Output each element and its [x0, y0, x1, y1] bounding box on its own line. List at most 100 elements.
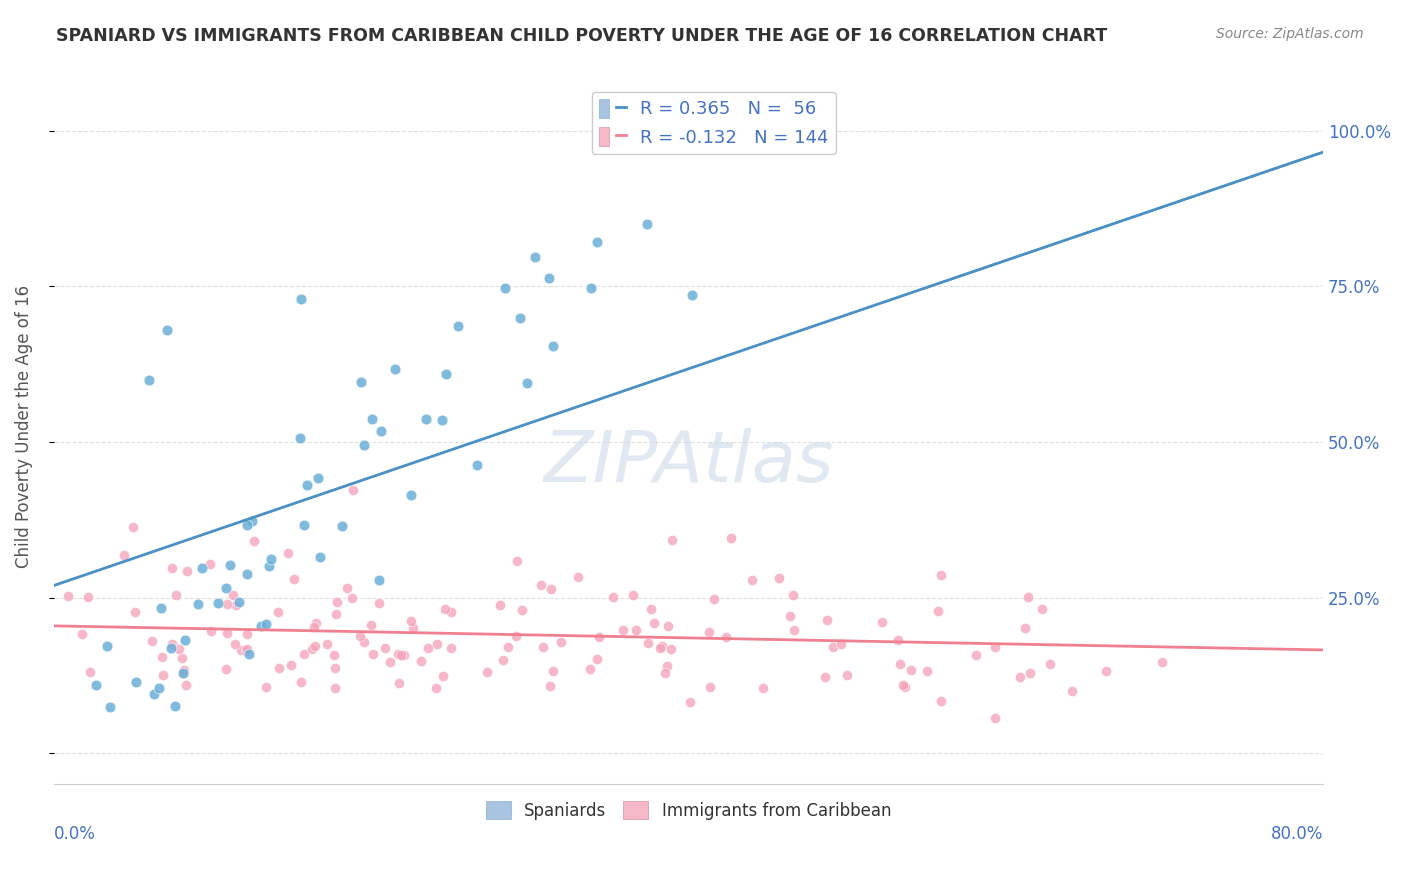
Immigrants from Caribbean	[152, 668, 174, 682]
Immigrants from Caribbean	[602, 590, 624, 604]
Spaniards	[350, 375, 373, 389]
Immigrants from Caribbean	[679, 696, 702, 710]
Immigrants from Caribbean	[965, 648, 987, 662]
Immigrants from Caribbean	[235, 643, 257, 657]
Spaniards	[215, 581, 238, 595]
Immigrants from Caribbean	[121, 520, 143, 534]
Immigrants from Caribbean	[267, 661, 290, 675]
Immigrants from Caribbean	[409, 655, 432, 669]
Immigrants from Caribbean	[167, 642, 190, 657]
Spaniards	[509, 310, 531, 325]
Immigrants from Caribbean	[283, 572, 305, 586]
Spaniards	[148, 681, 170, 695]
Immigrants from Caribbean	[374, 641, 396, 656]
Immigrants from Caribbean	[267, 605, 290, 619]
Immigrants from Caribbean	[586, 652, 609, 666]
Immigrants from Caribbean	[768, 571, 790, 585]
Immigrants from Caribbean	[418, 640, 440, 655]
Spaniards	[163, 699, 186, 714]
Immigrants from Caribbean	[353, 635, 375, 649]
Immigrants from Caribbean	[782, 588, 804, 602]
Immigrants from Caribbean	[531, 640, 554, 655]
Immigrants from Caribbean	[489, 599, 512, 613]
Spaniards	[207, 596, 229, 610]
Immigrants from Caribbean	[200, 557, 222, 571]
Immigrants from Caribbean	[475, 665, 498, 680]
Spaniards	[98, 700, 121, 714]
Immigrants from Caribbean	[387, 647, 409, 661]
Spaniards	[236, 517, 259, 532]
Spaniards	[415, 412, 437, 426]
Immigrants from Caribbean	[1038, 657, 1060, 672]
Immigrants from Caribbean	[336, 581, 359, 595]
Immigrants from Caribbean	[160, 637, 183, 651]
Spaniards	[516, 376, 538, 391]
Spaniards	[155, 323, 177, 337]
Immigrants from Caribbean	[506, 554, 529, 568]
Immigrants from Caribbean	[200, 624, 222, 638]
Immigrants from Caribbean	[342, 591, 364, 606]
Immigrants from Caribbean	[984, 711, 1007, 725]
Immigrants from Caribbean	[235, 642, 257, 657]
Immigrants from Caribbean	[659, 641, 682, 656]
Spaniards	[368, 573, 391, 587]
Immigrants from Caribbean	[236, 627, 259, 641]
Immigrants from Caribbean	[326, 595, 349, 609]
Immigrants from Caribbean	[915, 665, 938, 679]
Spaniards	[256, 616, 278, 631]
Immigrants from Caribbean	[304, 615, 326, 630]
Immigrants from Caribbean	[657, 658, 679, 673]
Immigrants from Caribbean	[112, 549, 135, 563]
Immigrants from Caribbean	[900, 663, 922, 677]
Immigrants from Caribbean	[316, 636, 339, 650]
Immigrants from Caribbean	[368, 596, 391, 610]
Immigrants from Caribbean	[325, 607, 347, 621]
Spaniards	[228, 595, 250, 609]
Immigrants from Caribbean	[425, 681, 447, 695]
Immigrants from Caribbean	[224, 637, 246, 651]
Immigrants from Caribbean	[813, 670, 835, 684]
Spaniards	[579, 281, 602, 295]
Immigrants from Caribbean	[399, 615, 422, 629]
Immigrants from Caribbean	[160, 561, 183, 575]
Spaniards	[250, 619, 273, 633]
Immigrants from Caribbean	[323, 648, 346, 663]
Immigrants from Caribbean	[496, 640, 519, 655]
Immigrants from Caribbean	[752, 681, 775, 696]
Immigrants from Caribbean	[388, 675, 411, 690]
Immigrants from Caribbean	[222, 588, 245, 602]
Spaniards	[467, 458, 489, 473]
Immigrants from Caribbean	[887, 632, 910, 647]
Immigrants from Caribbean	[292, 647, 315, 661]
Spaniards	[384, 362, 406, 376]
Spaniards	[124, 674, 146, 689]
Spaniards	[150, 601, 173, 615]
Immigrants from Caribbean	[392, 648, 415, 662]
Spaniards	[447, 318, 470, 333]
Spaniards	[543, 339, 565, 353]
Immigrants from Caribbean	[440, 605, 463, 619]
Immigrants from Caribbean	[714, 630, 737, 644]
Immigrants from Caribbean	[588, 631, 610, 645]
Immigrants from Caribbean	[342, 483, 364, 498]
Immigrants from Caribbean	[929, 568, 952, 582]
Immigrants from Caribbean	[1150, 655, 1173, 669]
Spaniards	[236, 567, 259, 582]
Spaniards	[138, 373, 160, 387]
Immigrants from Caribbean	[651, 639, 673, 653]
Immigrants from Caribbean	[815, 613, 838, 627]
Immigrants from Caribbean	[782, 624, 804, 638]
Spaniards	[160, 641, 183, 656]
Spaniards	[238, 648, 260, 662]
Immigrants from Caribbean	[389, 648, 412, 662]
Spaniards	[240, 514, 263, 528]
Spaniards	[361, 412, 384, 426]
Immigrants from Caribbean	[640, 602, 662, 616]
Immigrants from Caribbean	[540, 582, 562, 596]
Spaniards	[187, 597, 209, 611]
Immigrants from Caribbean	[280, 658, 302, 673]
Immigrants from Caribbean	[170, 650, 193, 665]
Spaniards	[434, 367, 457, 381]
Immigrants from Caribbean	[541, 664, 564, 678]
Immigrants from Caribbean	[612, 623, 634, 637]
